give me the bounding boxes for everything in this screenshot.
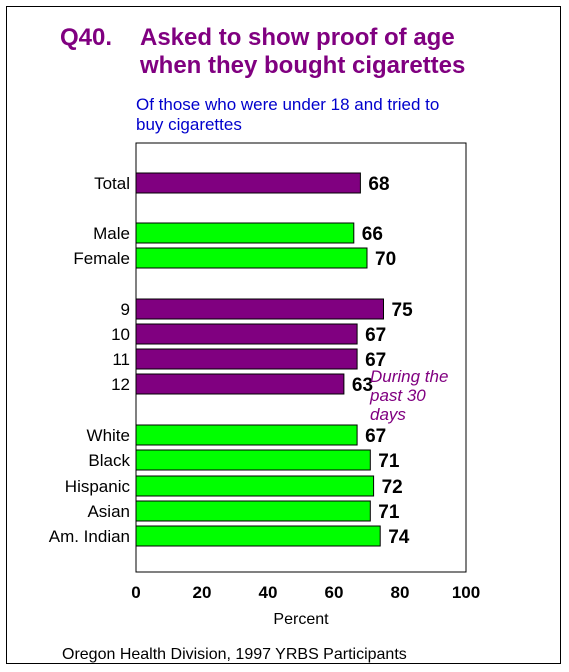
category-label: Male: [93, 224, 130, 243]
category-label: 10: [111, 325, 130, 344]
category-label: Total: [94, 174, 130, 193]
bar: [135, 449, 371, 471]
title-line-2: when they bought cigarettes: [140, 52, 466, 79]
data-label: 68: [368, 174, 389, 195]
annotation-line-1: During the: [370, 367, 449, 386]
source-note: Oregon Health Division, 1997 YRBS Partic…: [62, 646, 407, 663]
category-label: Asian: [87, 502, 130, 521]
x-axis-label: Percent: [273, 611, 329, 628]
data-label: 63: [352, 375, 373, 396]
time-period-annotation: During the past 30 days: [370, 367, 448, 424]
category-label: 9: [121, 300, 130, 319]
data-label: 72: [382, 477, 403, 498]
bar: [135, 172, 361, 194]
data-label: 67: [365, 426, 386, 447]
category-label: Black: [88, 451, 130, 470]
x-tick-label: 60: [325, 583, 344, 602]
category-label: Am. Indian: [49, 527, 130, 546]
data-label: 75: [392, 300, 414, 321]
category-label: Hispanic: [65, 477, 131, 496]
data-label: 67: [365, 325, 386, 346]
data-label: 67: [365, 350, 386, 371]
x-tick-label: 20: [193, 583, 212, 602]
bar: [135, 298, 384, 320]
category-label: White: [87, 426, 130, 445]
x-tick-label: 0: [131, 583, 140, 602]
x-tick-label: 100: [452, 583, 480, 602]
category-label: 11: [112, 350, 130, 369]
x-tick-label: 40: [259, 583, 278, 602]
x-tick-label: 80: [391, 583, 410, 602]
category-label: 12: [111, 375, 130, 394]
question-number: Q40.: [60, 24, 113, 51]
data-label: 71: [378, 451, 400, 472]
bar: [135, 424, 358, 446]
subtitle-line-1: Of those who were under 18 and tried to: [136, 95, 440, 114]
annotation-line-2: past 30: [370, 386, 426, 405]
bar: [135, 247, 368, 269]
data-label: 74: [388, 527, 410, 548]
category-label: Female: [73, 249, 130, 268]
bar: [135, 525, 381, 547]
bar: [135, 475, 375, 497]
data-label: 70: [375, 249, 396, 270]
bar: [135, 373, 345, 395]
bar: [135, 500, 371, 522]
bar: [135, 348, 358, 370]
bar: [135, 222, 355, 244]
data-label: 71: [378, 502, 400, 523]
bar: [135, 323, 358, 345]
subtitle-line-2: buy cigarettes: [136, 115, 242, 134]
title-line-1: Asked to show proof of age: [140, 24, 455, 51]
data-label: 66: [362, 224, 383, 245]
chart-subtitle: Of those who were under 18 and tried to …: [136, 95, 536, 135]
annotation-line-3: days: [370, 405, 406, 424]
